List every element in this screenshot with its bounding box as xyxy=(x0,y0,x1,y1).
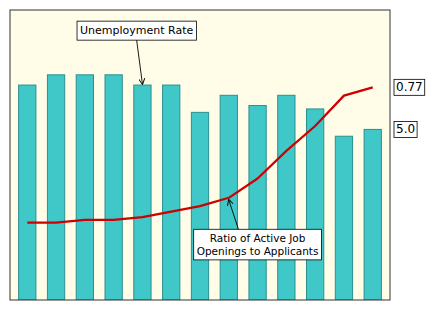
annotation-line: Openings to Applicants xyxy=(197,245,319,257)
annotation-line: Ratio of Active Job xyxy=(210,232,306,244)
bar xyxy=(364,129,381,300)
bar xyxy=(134,85,151,300)
end-label: 5.0 xyxy=(394,121,417,137)
end-label-box xyxy=(394,79,425,95)
annotation-text: Unemployment Rate xyxy=(80,24,194,37)
bar xyxy=(278,95,295,300)
annotation-text: Ratio of Active JobOpenings to Applicant… xyxy=(197,232,319,257)
annotation: Unemployment Rate xyxy=(77,21,197,40)
end-label-text: 5.0 xyxy=(396,122,415,136)
plot-frame xyxy=(10,10,390,300)
annotation: Ratio of Active JobOpenings to Applicant… xyxy=(194,229,322,260)
bar xyxy=(249,106,266,300)
end-label-text: 0.77 xyxy=(396,80,423,94)
bar xyxy=(105,75,122,300)
bar xyxy=(47,75,64,300)
chart: Unemployment Rate Ratio of Active JobOpen… xyxy=(0,0,448,312)
marks xyxy=(19,75,382,300)
annotation-arrow xyxy=(137,40,143,84)
bar xyxy=(19,85,36,300)
bar xyxy=(307,109,324,300)
end-label-box xyxy=(394,121,417,137)
bar xyxy=(76,75,93,300)
end-label: 0.77 xyxy=(394,79,425,95)
bar xyxy=(335,136,352,300)
annotation-arrow xyxy=(229,200,239,229)
annotation-line: Unemployment Rate xyxy=(80,24,194,37)
bar xyxy=(163,85,180,300)
annotation-box xyxy=(194,229,322,260)
annotation-box xyxy=(77,21,197,40)
line xyxy=(27,87,372,222)
plot-background xyxy=(10,10,390,300)
